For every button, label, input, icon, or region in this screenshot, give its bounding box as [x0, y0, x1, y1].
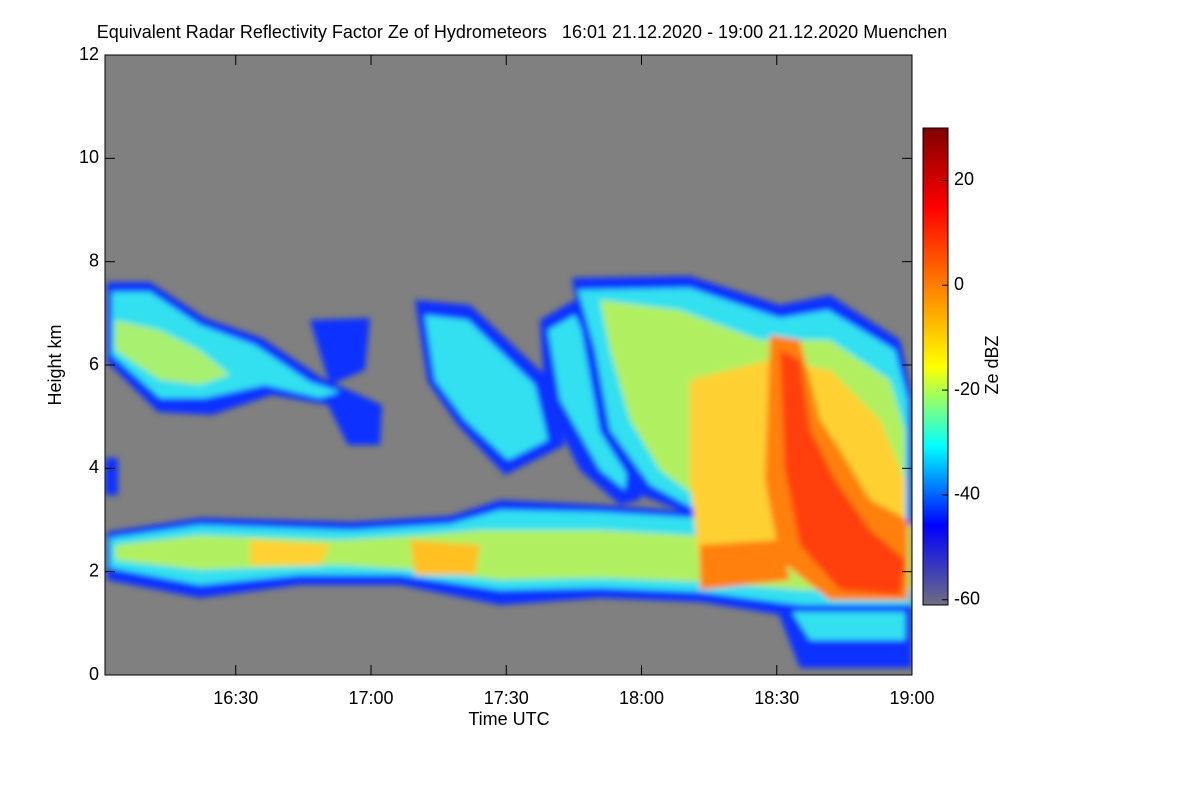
x-tick-label: 17:00	[348, 688, 393, 708]
x-tick-label: 16:30	[213, 688, 258, 708]
x-tick-label: 17:30	[484, 688, 529, 708]
y-tick-label: 12	[79, 44, 99, 64]
y-tick-label: 0	[89, 664, 99, 684]
y-tick-label: 2	[89, 560, 99, 580]
x-tick-label: 18:30	[754, 688, 799, 708]
x-tick-label: 18:00	[619, 688, 664, 708]
colorbar-tick-label: 20	[954, 169, 974, 189]
axes: 0 2 4 6 8 10 12 16:30 17:00 17:30 18:00 18:30 19:00 -…	[79, 44, 980, 708]
y-tick-label: 8	[89, 250, 99, 270]
colorbar-tick-label: 0	[954, 274, 964, 294]
x-axis-label: Time UTC	[468, 709, 549, 729]
colorbar-tick-label: -40	[954, 484, 980, 504]
y-axis-label: Height km	[45, 324, 65, 405]
y-tick-label: 4	[89, 457, 99, 477]
y-tick-label: 10	[79, 147, 99, 167]
x-tick-label: 19:00	[889, 688, 934, 708]
colorbar-tick-label: -60	[954, 589, 980, 609]
reflectivity-field	[105, 276, 912, 668]
colorbar-label: Ze dBZ	[982, 335, 1002, 394]
chart-title: Equivalent Radar Reflectivity Factor Ze …	[97, 22, 948, 42]
y-tick-label: 6	[89, 354, 99, 374]
colorbar	[922, 127, 949, 606]
colorbar-tick-label: -20	[954, 379, 980, 399]
